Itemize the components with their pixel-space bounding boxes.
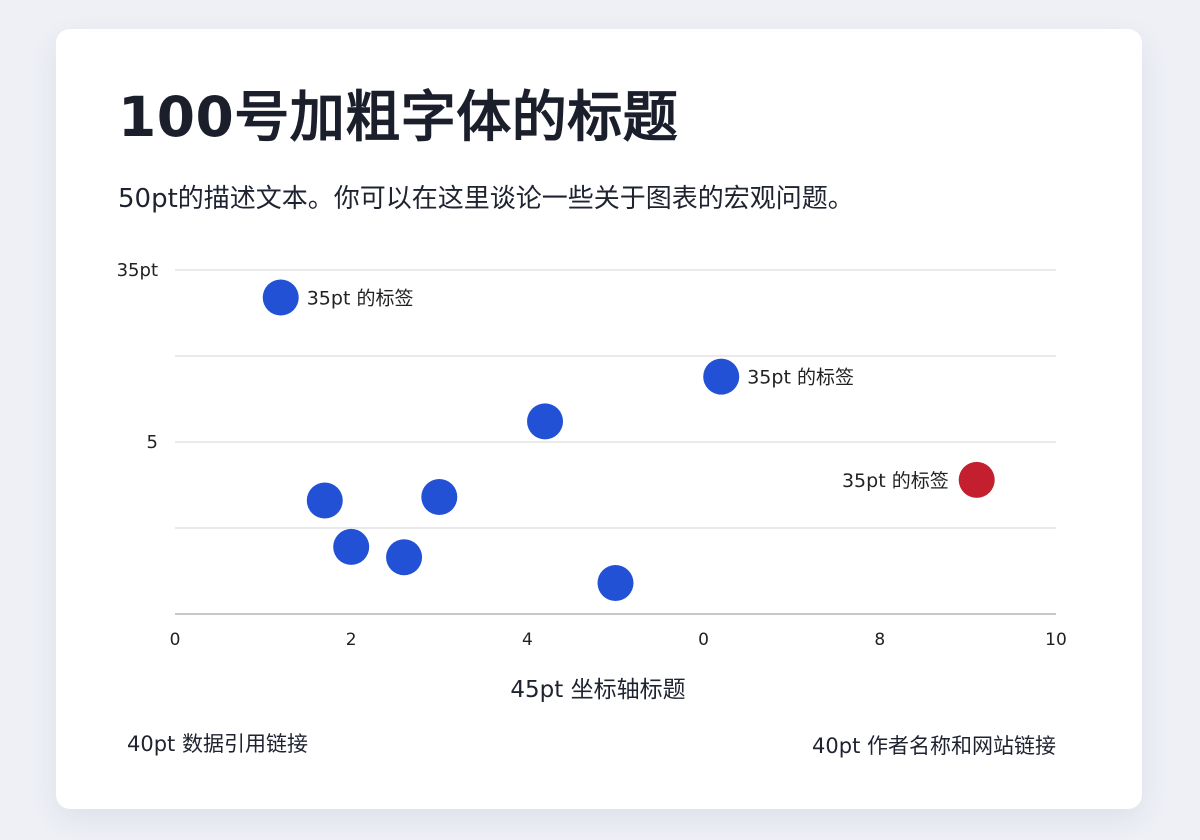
data-point (386, 539, 423, 576)
y-tick-label: 35pt (117, 260, 158, 281)
data-point (421, 479, 458, 516)
point-label: 35pt 的标签 (747, 367, 854, 389)
x-tick-label: 4 (522, 630, 533, 650)
data-point (527, 403, 564, 440)
y-tick-label: 5 (147, 432, 158, 453)
point-labels: 35pt 的标签 35pt 的标签 35pt 的标签 (307, 288, 949, 492)
x-tick-label: 0 (170, 630, 181, 650)
x-tick-label: 2 (346, 630, 357, 650)
data-point (703, 358, 740, 395)
x-tick-label: 10 (1045, 630, 1067, 650)
chart-title: 100号加粗字体的标题 (118, 85, 679, 149)
x-tick-label: 8 (874, 630, 885, 650)
highlighted-data-point (958, 461, 995, 498)
data-point (597, 565, 634, 602)
data-point (333, 528, 370, 565)
data-point (262, 279, 299, 316)
y-axis-ticks: 35pt 5 (117, 260, 158, 453)
x-axis-title: 45pt 坐标轴标题 (510, 677, 685, 703)
grid-lines (175, 269, 1056, 615)
point-label: 35pt 的标签 (307, 288, 414, 310)
x-axis-ticks: 0 2 4 0 8 10 (170, 630, 1067, 650)
data-source-link[interactable]: 40pt 数据引用链接 (127, 732, 308, 756)
point-label: 35pt 的标签 (842, 470, 949, 492)
chart-card (56, 29, 1142, 809)
data-point (306, 482, 343, 519)
x-tick-label: 0 (698, 630, 709, 650)
chart-subtitle: 50pt的描述文本。你可以在这里谈论一些关于图表的宏观问题。 (118, 184, 854, 214)
data-points (262, 279, 995, 602)
author-website-link[interactable]: 40pt 作者名称和网站链接 (812, 734, 1056, 758)
